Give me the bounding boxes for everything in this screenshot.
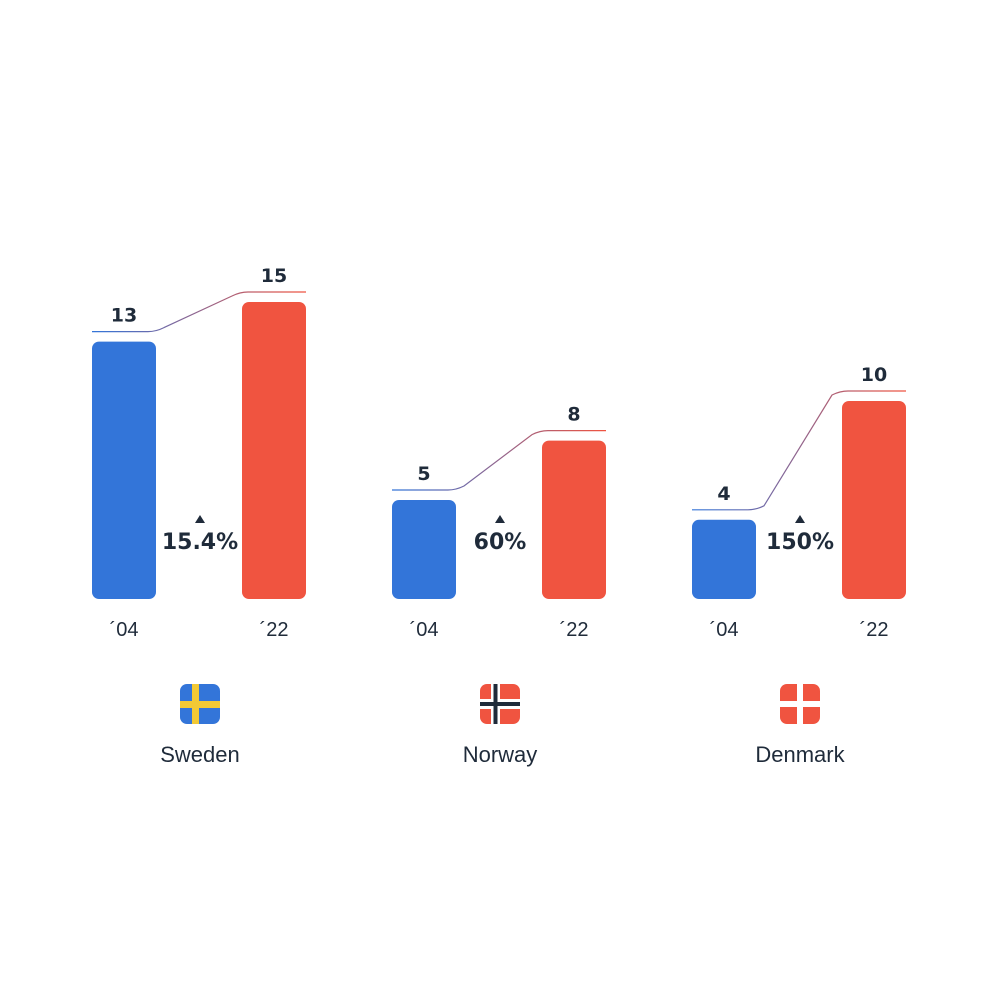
- value-label: 8: [567, 404, 580, 426]
- value-label: 13: [111, 305, 137, 327]
- connector-line: [692, 390, 906, 511]
- country-label: Denmark: [755, 742, 845, 767]
- bar-denmark-04: [692, 519, 756, 599]
- connector-line: [92, 291, 306, 333]
- value-label: 5: [417, 463, 430, 485]
- country-label: Norway: [463, 742, 538, 767]
- country-label: Sweden: [160, 742, 240, 767]
- tick-label: ´04: [710, 619, 739, 641]
- change-label: 15.4%: [162, 530, 238, 555]
- bar-denmark-22: [842, 401, 906, 599]
- sweden-flag-icon: [180, 684, 220, 724]
- group-sweden: 13 15 ´04 ´22 15.4% Sweden: [92, 265, 306, 767]
- denmark-flag-icon: [780, 684, 820, 724]
- bar-norway-04: [392, 500, 456, 599]
- bar-sweden-22: [242, 302, 306, 599]
- up-arrow-icon: [195, 515, 205, 523]
- up-arrow-icon: [795, 515, 805, 523]
- tick-label: ´04: [110, 619, 139, 641]
- up-arrow-icon: [495, 515, 505, 523]
- change-label: 150%: [766, 530, 834, 555]
- group-norway: 5 8 ´04 ´22 60% Norway: [392, 404, 606, 767]
- change-label: 60%: [474, 530, 527, 555]
- tick-label: ´22: [260, 619, 289, 641]
- tick-label: ´22: [560, 619, 589, 641]
- tick-label: ´04: [410, 619, 439, 641]
- group-denmark: 4 10 ´04 ´22 150% Denmark: [692, 364, 906, 767]
- bar-sweden-04: [92, 341, 156, 599]
- connector-line: [392, 430, 606, 491]
- value-label: 15: [261, 265, 287, 287]
- value-label: 10: [861, 364, 887, 386]
- norway-flag-icon: [480, 684, 520, 724]
- value-label: 4: [717, 483, 730, 505]
- tick-label: ´22: [860, 619, 889, 641]
- bar-norway-22: [542, 440, 606, 599]
